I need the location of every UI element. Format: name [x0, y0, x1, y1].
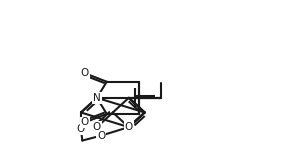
Text: O: O [77, 124, 85, 134]
Text: N: N [93, 93, 101, 103]
Text: O: O [125, 122, 133, 132]
Text: O: O [97, 131, 105, 141]
Text: O: O [81, 68, 89, 78]
Text: O: O [81, 117, 89, 127]
Text: O: O [93, 122, 101, 132]
